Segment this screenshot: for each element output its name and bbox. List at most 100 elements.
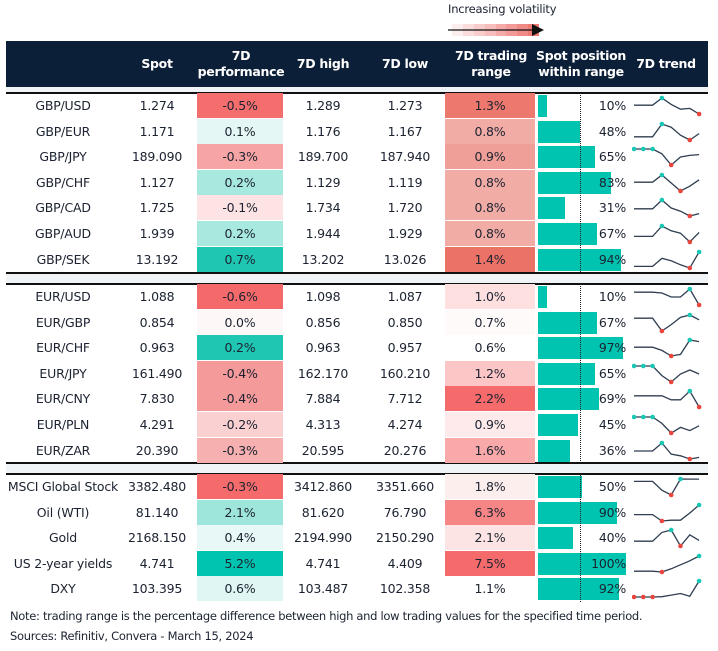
instrument-name: GBP/AUD — [35, 226, 91, 241]
spot-value: 1.171 — [139, 123, 175, 139]
table-row: US 2-year yields 4.741 5.2% 4.741 4.409 7.5% 1… — [6, 550, 708, 577]
instrument-name: EUR/CHF — [36, 340, 90, 356]
spot-value: 189.090 — [131, 149, 183, 165]
trend-min-marker — [696, 302, 702, 308]
position-percent: 50% — [598, 479, 626, 494]
midpoint-line — [580, 284, 581, 464]
position-percent: 40% — [598, 530, 626, 546]
performance-cell: 2.1% — [197, 499, 283, 525]
spot-value: 1.088 — [139, 289, 175, 304]
spot-value: 161.490 — [131, 365, 183, 381]
trading-range-cell: 1.3% — [445, 93, 535, 118]
high-value: 1.176 — [305, 123, 341, 139]
section-gap — [6, 87, 708, 93]
trend-sparkline — [634, 337, 700, 359]
position-percent: 10% — [598, 289, 626, 304]
high-value: 0.856 — [305, 314, 341, 330]
position-bar — [538, 414, 578, 436]
instrument-name: GBP/EUR — [35, 123, 91, 139]
trading-range-cell: 2.1% — [445, 525, 535, 551]
position-bar — [538, 527, 574, 550]
midpoint-line — [580, 474, 581, 602]
trading-range-cell: 0.7% — [445, 309, 535, 335]
high-value: 1.289 — [305, 98, 341, 113]
high-value: 189.700 — [297, 149, 349, 165]
trading-range-cell: 1.0% — [445, 284, 535, 309]
trend-min-marker — [668, 430, 674, 436]
performance-cell: 0.2% — [197, 221, 283, 246]
header-trading-range: 7D trading range — [454, 48, 528, 79]
trend-sparkline — [634, 527, 700, 549]
trend-line — [634, 365, 700, 383]
header-trend: 7D trend — [636, 56, 696, 71]
spot-value: 1.127 — [139, 174, 175, 190]
trend-min-marker — [650, 595, 655, 600]
trend-min-marker — [668, 379, 674, 385]
header-high: 7D high — [296, 56, 350, 71]
table-row: EUR/JPY 161.490 -0.4% 162.170 160.210 1.2% 65% — [6, 360, 708, 387]
trend-max-marker — [641, 363, 646, 369]
table-row: GBP/EUR 1.171 0.1% 1.176 1.167 0.8% 48% — [6, 118, 708, 145]
instrument-name: GBP/SEK — [36, 251, 90, 267]
position-percent: 83% — [598, 174, 626, 190]
spot-value: 3382.480 — [127, 479, 187, 494]
position-percent: 97% — [598, 340, 626, 356]
trading-range-cell: 0.9% — [445, 412, 535, 437]
low-value: 1.119 — [387, 174, 423, 190]
trend-min-marker — [678, 188, 683, 194]
table-row: MSCI Global Stock 3382.480 -0.3% 3412.860 33… — [6, 474, 708, 500]
trend-line — [634, 251, 700, 269]
trend-max-marker — [641, 146, 646, 152]
position-percent: 67% — [598, 314, 626, 330]
volatility-legend: Increasing volatility — [448, 2, 568, 36]
position-percent: 31% — [598, 200, 626, 216]
trend-sparkline — [634, 389, 702, 410]
performance-cell: -0.3% — [197, 144, 283, 170]
trading-range-cell: 1.2% — [445, 360, 535, 386]
header-low: 7D low — [381, 56, 429, 71]
performance-cell: 0.0% — [197, 309, 283, 335]
table-row: DXY 103.395 0.6% 103.487 102.358 1.1% 92% — [6, 576, 708, 602]
low-value: 13.026 — [383, 251, 427, 267]
trading-range-cell: 6.3% — [445, 499, 535, 525]
trend-sparkline — [634, 172, 700, 194]
section-divider — [6, 272, 708, 274]
instrument-name: MSCI Global Stock — [7, 479, 119, 494]
position-bar — [538, 197, 566, 220]
trading-range-cell: 1.1% — [445, 576, 535, 602]
low-value: 102.358 — [379, 581, 431, 597]
high-value: 2194.990 — [293, 530, 353, 546]
trend-line — [634, 441, 700, 460]
trend-min-marker — [659, 518, 665, 523]
table-row: EUR/PLN 4.291 -0.2% 4.313 4.274 0.9% 45% — [6, 412, 708, 438]
low-value: 187.940 — [379, 149, 431, 165]
table-row: GBP/CAD 1.725 -0.1% 1.734 1.720 0.8% 31% — [6, 195, 708, 221]
trend-line — [634, 287, 700, 306]
trading-range-cell: 0.6% — [445, 335, 535, 361]
position-percent: 94% — [598, 251, 626, 267]
high-value: 3412.860 — [293, 479, 353, 494]
high-value: 0.963 — [305, 340, 341, 356]
position-bar — [538, 248, 621, 271]
midpoint-line — [580, 93, 581, 273]
high-value: 162.170 — [297, 365, 349, 381]
spot-value: 4.291 — [139, 417, 175, 432]
trend-sparkline — [632, 363, 700, 385]
section-divider — [6, 92, 708, 94]
performance-cell: 0.2% — [197, 335, 283, 361]
performance-cell: -0.4% — [197, 386, 283, 412]
trend-max-marker — [659, 95, 665, 101]
table-row: Oil (WTI) 81.140 2.1% 81.620 76.790 6.3% 90% — [6, 499, 708, 526]
trend-max-marker — [650, 146, 655, 152]
trend-sparkline — [634, 312, 700, 333]
performance-cell: 0.7% — [197, 246, 283, 272]
trend-sparkline — [634, 553, 702, 575]
position-percent: 67% — [598, 226, 626, 241]
spot-value: 20.390 — [135, 442, 179, 458]
high-value: 1.944 — [305, 226, 341, 241]
trend-max-marker — [687, 389, 693, 394]
low-value: 0.850 — [387, 314, 423, 330]
section-gap — [6, 272, 708, 284]
trading-range-cell: 0.8% — [445, 118, 535, 144]
trend-line — [634, 555, 700, 573]
